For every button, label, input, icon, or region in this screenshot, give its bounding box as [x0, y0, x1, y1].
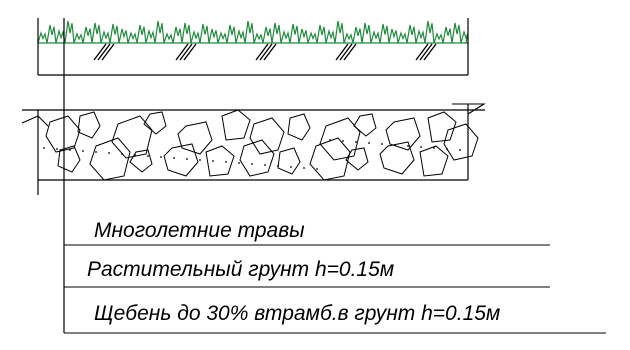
crushed-stone-icon	[43, 109, 479, 181]
soil-hatch-stroke	[175, 43, 189, 61]
stone-grit	[355, 141, 357, 143]
callout-perennial-grasses: Многолетние травы	[94, 219, 305, 242]
stone-grit	[225, 161, 227, 163]
stone-grit	[407, 145, 409, 147]
stone-grit	[420, 146, 422, 148]
stone-fragment	[419, 145, 449, 177]
callout-crushed-stone: Щебень до 30% втрамб.в грунт h=0.15м	[94, 302, 500, 325]
callout-vegetative-soil: Растительный грунт h=0.15м	[87, 258, 394, 281]
stone-fragment	[287, 113, 311, 141]
stone-grit	[433, 147, 435, 149]
stone-fragment	[249, 117, 285, 155]
stone-fragment	[309, 137, 351, 181]
stone-grit	[238, 162, 240, 164]
stone-fragment	[379, 141, 415, 175]
soil-hatch-stroke	[183, 43, 197, 61]
stone-fragment	[277, 147, 301, 175]
stone-grit	[199, 159, 201, 161]
stone-grit	[394, 144, 396, 146]
stone-fragment	[239, 139, 275, 177]
stone-grit	[251, 163, 253, 165]
stone-fragment	[427, 111, 457, 143]
soil-hatch-stroke	[339, 43, 353, 61]
stone-grit	[290, 166, 292, 168]
grass-blades	[37, 20, 469, 44]
stone-grit	[342, 140, 344, 142]
stone-grit	[121, 153, 123, 155]
vegetative-soil-layer	[37, 18, 469, 76]
stone-grit	[173, 157, 175, 159]
stone-grit	[459, 149, 461, 151]
soil-hatch-stroke	[255, 43, 269, 61]
stone-grit	[212, 160, 214, 162]
soil-hatch-icon	[93, 43, 437, 61]
stone-grit	[108, 152, 110, 154]
stone-fragment	[177, 121, 213, 155]
stone-fragment	[353, 113, 377, 137]
stone-fragment	[345, 147, 369, 171]
soil-hatch-stroke	[335, 43, 349, 61]
stone-grit	[160, 156, 162, 158]
soil-hatch-stroke	[415, 43, 429, 61]
stone-grit	[95, 151, 97, 153]
stone-grit	[277, 165, 279, 167]
stone-fragment	[129, 149, 153, 173]
stone-fragment	[443, 123, 479, 161]
stone-grit	[147, 155, 149, 157]
stone-grit	[446, 148, 448, 150]
stone-grit	[56, 148, 58, 150]
stone-grit	[82, 150, 84, 152]
stone-fragment	[205, 145, 235, 177]
soil-hatch-stroke	[179, 43, 193, 61]
stone-fragment	[45, 115, 81, 153]
soil-hatch-stroke	[423, 43, 437, 61]
stone-grit	[381, 143, 383, 145]
stone-grit	[316, 168, 318, 170]
stone-grit	[186, 158, 188, 160]
break-mark-right	[452, 103, 486, 115]
stone-fragment	[143, 111, 167, 135]
grass-icon	[37, 20, 469, 44]
stone-fragment	[163, 143, 199, 177]
break-mark-left	[21, 115, 49, 127]
stone-fragment	[57, 145, 81, 173]
soil-hatch-stroke	[419, 43, 433, 61]
stone-fragment	[319, 117, 361, 161]
stone-fragment	[89, 137, 131, 181]
soil-hatch-stroke	[97, 43, 111, 61]
soil-hatch-stroke	[263, 43, 277, 61]
stone-grit	[43, 147, 45, 149]
soil-hatch-stroke	[259, 43, 273, 61]
stone-grit	[303, 167, 305, 169]
stone-grit	[329, 139, 331, 141]
stone-fragment	[221, 109, 251, 141]
soil-hatch-stroke	[343, 43, 357, 61]
callout-block: Многолетние травы Растительный грунт h=0…	[63, 18, 606, 334]
crushed-stone-layer	[21, 103, 486, 195]
soil-hatch-stroke	[93, 43, 107, 61]
stone-fragment	[111, 115, 153, 159]
stone-grit	[134, 154, 136, 156]
stone-fragment	[385, 117, 421, 151]
stone-grit	[264, 164, 266, 166]
stone-grit	[368, 142, 370, 144]
stone-grit	[69, 149, 71, 151]
soil-hatch-stroke	[101, 43, 115, 61]
stone-fragment	[77, 111, 101, 139]
